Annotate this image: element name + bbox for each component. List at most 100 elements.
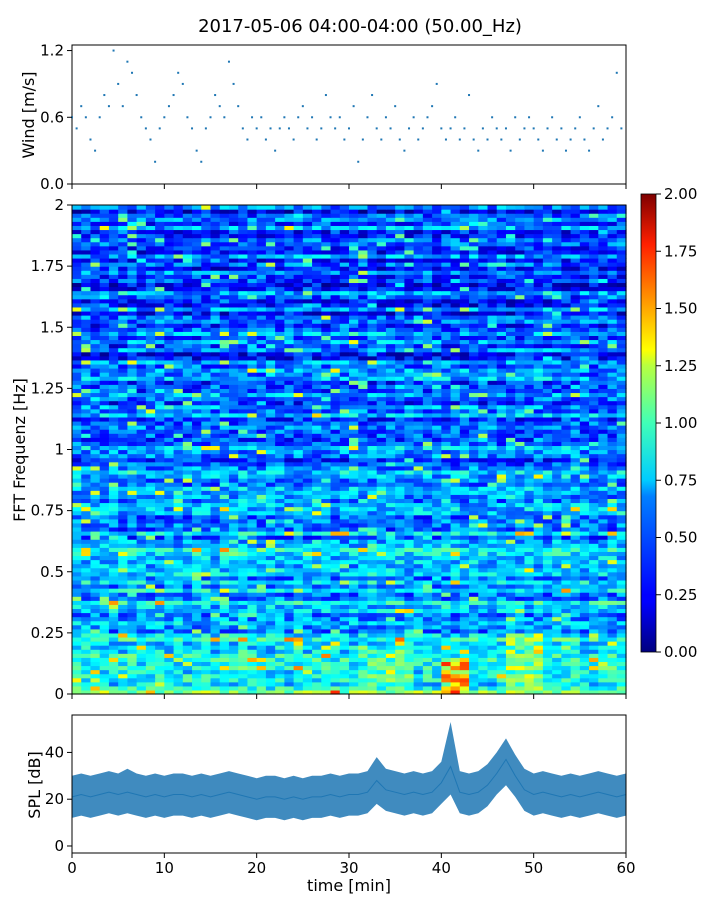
spectrogram-cell [524,433,535,438]
spectrogram-cell [321,665,332,671]
spectrogram-cell [570,412,581,418]
spectrogram-cell [478,632,489,638]
spectrogram-cell [395,624,405,630]
spectrogram-cell [182,514,193,520]
spectrogram-cell [219,677,230,683]
spectrogram-cell [99,416,110,422]
spectrogram-cell [72,449,82,455]
spectrogram-cell [330,457,341,463]
spectrogram-cell [118,502,128,508]
spectrogram-cell [358,420,369,426]
spectrogram-cell [395,498,405,504]
spectrogram-cell [81,624,92,630]
spectrogram-cell [487,412,498,418]
spectrogram-cell [127,592,138,597]
spectrogram-cell [395,555,405,561]
spectrogram-cell [413,465,424,471]
spectrogram-cell [339,559,350,565]
spectrogram-cell [404,657,415,662]
spectrogram-cell [90,441,101,447]
spectrogram-cell [441,632,452,638]
spectrogram-cell [496,420,507,426]
spectrogram-cell [118,453,128,459]
spectrogram-cell [598,433,609,438]
spectrogram-cell [127,494,138,499]
spectrogram-cell [496,653,507,658]
spectrogram-cell [293,669,304,675]
wind-point [181,82,184,85]
spectrogram-cell [616,592,627,597]
spectrogram-cell [561,363,572,369]
spectrogram-cell [561,641,572,646]
spectrogram-cell [515,543,526,548]
spectrogram-cell [136,592,147,597]
spectrogram-cell [515,571,526,577]
spectrogram-cell [228,539,239,544]
spectrogram-cell [118,677,128,683]
spectrogram-cell [616,380,627,385]
spectrogram-cell [256,465,267,471]
spectrogram-cell [275,498,285,504]
spectrogram-cell [487,673,498,679]
wind-point [89,138,92,141]
spectrogram-cell [256,531,267,536]
spectrogram-cell [127,588,138,593]
spectrogram-cell [127,445,138,451]
spectrogram-cell [228,380,239,385]
spectrogram-cell [607,494,618,499]
spectrogram-cell [81,412,92,418]
spectrogram-cell [339,596,350,601]
spectrogram-cell [450,559,461,565]
spectrogram-cell [90,518,101,524]
spectrogram-cell [72,563,82,569]
spectrogram-cell [127,612,138,618]
spectrogram-cell [238,685,249,691]
spectrogram-cell [496,547,507,552]
spectrogram-cell [173,531,184,536]
spectrogram-cell [349,608,359,614]
spectrogram-cell [542,473,553,479]
spectrogram-cell [469,514,479,520]
spectrogram-cell [349,388,359,394]
spectrogram-cell [145,636,156,642]
spectrogram-cell [164,506,175,512]
spectrogram-cell [533,689,544,695]
spectrogram-cell [367,506,378,512]
spectrogram-cell [90,461,101,467]
spectrogram-cell [136,624,147,630]
spectrogram-cell [413,486,424,491]
spectrogram-cell [90,604,101,610]
spectrogram-cell [589,636,599,642]
spectrogram-cell [561,649,572,654]
spectrogram-cell [478,616,489,622]
spectrogram-cell [469,641,479,646]
spectrogram-cell [515,624,526,630]
spectrogram-cell [404,416,415,422]
spectrogram-cell [164,420,175,426]
spectrogram-cell [441,685,452,691]
spectrogram-cell [589,571,599,577]
spectrogram-cell [589,368,599,373]
spectrogram-cell [367,636,378,642]
spectrogram-cell [108,412,119,418]
spectrogram-cell [192,600,202,605]
spectrogram-cell [432,384,442,389]
spectrogram-cell [404,526,415,532]
spectrogram-cell [339,628,350,634]
spectrogram-cell [478,649,489,654]
spectrogram-cell [561,469,572,475]
spectrogram-cell [376,645,387,650]
spectrogram-cell [561,494,572,499]
spectrogram-cell [275,420,285,426]
spectrogram-cell [385,416,396,422]
spectrogram-cell [376,547,387,552]
spectrogram-cell [99,571,110,577]
spectrogram-cell [284,531,295,536]
spectrogram-cell [358,555,369,561]
spectrogram-cell [570,453,581,459]
spectrogram-cell [210,473,221,479]
spectrogram-cell [404,571,415,577]
spectrogram-cell [358,478,369,483]
spectrogram-cell [339,543,350,548]
spectrogram-cell [349,575,359,581]
